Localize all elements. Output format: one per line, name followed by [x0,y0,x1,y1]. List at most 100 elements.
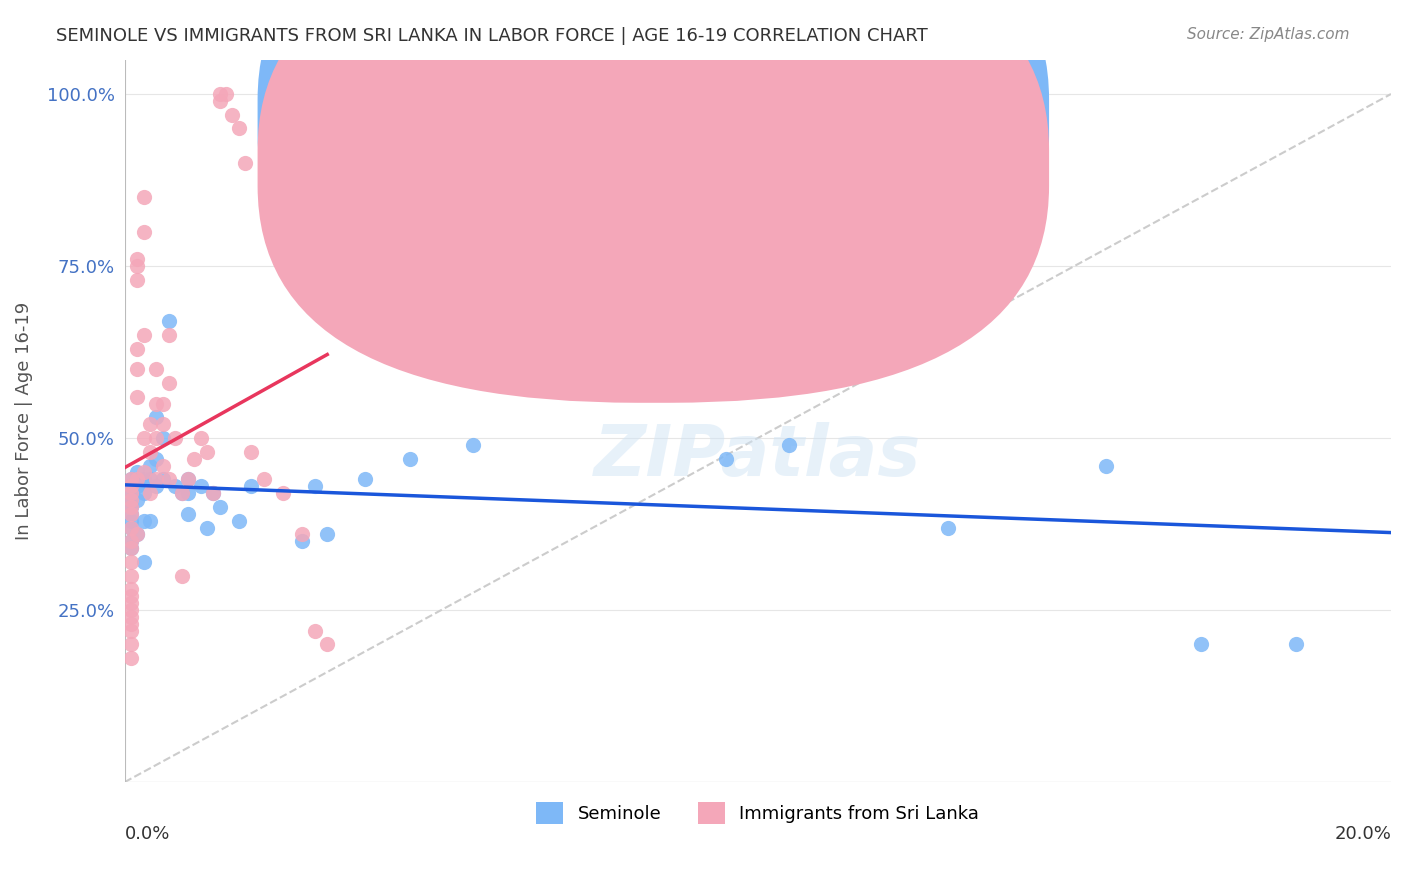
Point [139,514,162,528]
Point [120,472,142,486]
Point [177,507,200,521]
Point [190,431,212,445]
Point [936,520,959,534]
Point [139,486,162,500]
Point [145,451,167,466]
Point [228,121,250,136]
Point [195,520,218,534]
Point [170,568,193,582]
Point [127,472,149,486]
Point [120,514,142,528]
Point [240,445,263,459]
Point [120,507,142,521]
Point [132,466,155,480]
Point [127,362,149,376]
Point [165,431,187,445]
Point [120,479,142,493]
Point [120,520,142,534]
Point [177,486,200,500]
Point [208,94,231,108]
Point [215,87,238,101]
Point [120,590,142,604]
Point [139,445,162,459]
Point [120,541,142,556]
Point [127,342,149,356]
Point [221,108,243,122]
Point [120,603,142,617]
Point [120,534,142,549]
Point [145,397,167,411]
Point [170,486,193,500]
Point [127,273,149,287]
Point [1285,638,1308,652]
FancyBboxPatch shape [257,0,1049,352]
Text: R = -0.022: R = -0.022 [682,109,790,127]
Point [253,472,276,486]
Point [304,624,326,638]
Point [120,651,142,665]
Point [120,500,142,514]
Point [228,514,250,528]
Point [127,479,149,493]
Point [120,507,142,521]
Point [127,527,149,541]
Point [165,479,187,493]
Point [132,514,155,528]
Point [588,362,610,376]
Point [1095,458,1118,473]
Point [354,472,377,486]
Point [132,190,155,204]
Point [145,410,167,425]
Point [120,534,142,549]
FancyBboxPatch shape [624,92,1043,201]
Legend: Seminole, Immigrants from Sri Lanka: Seminole, Immigrants from Sri Lanka [529,795,987,830]
Text: R =  0.360: R = 0.360 [682,159,790,177]
Point [177,472,200,486]
Point [202,486,225,500]
Point [240,479,263,493]
Point [120,493,142,508]
Point [152,458,174,473]
Point [120,596,142,610]
Point [291,527,314,541]
Point [120,486,142,500]
Point [120,555,142,569]
Point [208,87,231,101]
Point [271,486,294,500]
Point [152,397,174,411]
Point [120,520,142,534]
Point [152,472,174,486]
Point [195,445,218,459]
Text: N = 52: N = 52 [879,109,943,127]
Point [139,458,162,473]
Point [1189,638,1212,652]
Point [120,541,142,556]
Point [127,252,149,267]
Point [291,534,314,549]
Point [157,472,180,486]
Text: N = 67: N = 67 [879,159,943,177]
Point [120,610,142,624]
Point [145,431,167,445]
Point [127,390,149,404]
Point [132,327,155,342]
Point [132,431,155,445]
Point [120,486,142,500]
Point [461,438,484,452]
Point [524,327,547,342]
Point [157,327,180,342]
Point [120,638,142,652]
Point [152,431,174,445]
Point [398,451,420,466]
Point [120,500,142,514]
Point [152,417,174,432]
Point [127,259,149,273]
Point [145,472,167,486]
Point [120,616,142,631]
Point [120,624,142,638]
Point [304,479,326,493]
Point [132,486,155,500]
Point [157,376,180,390]
Point [120,493,142,508]
Text: ZIPatlas: ZIPatlas [595,423,921,491]
